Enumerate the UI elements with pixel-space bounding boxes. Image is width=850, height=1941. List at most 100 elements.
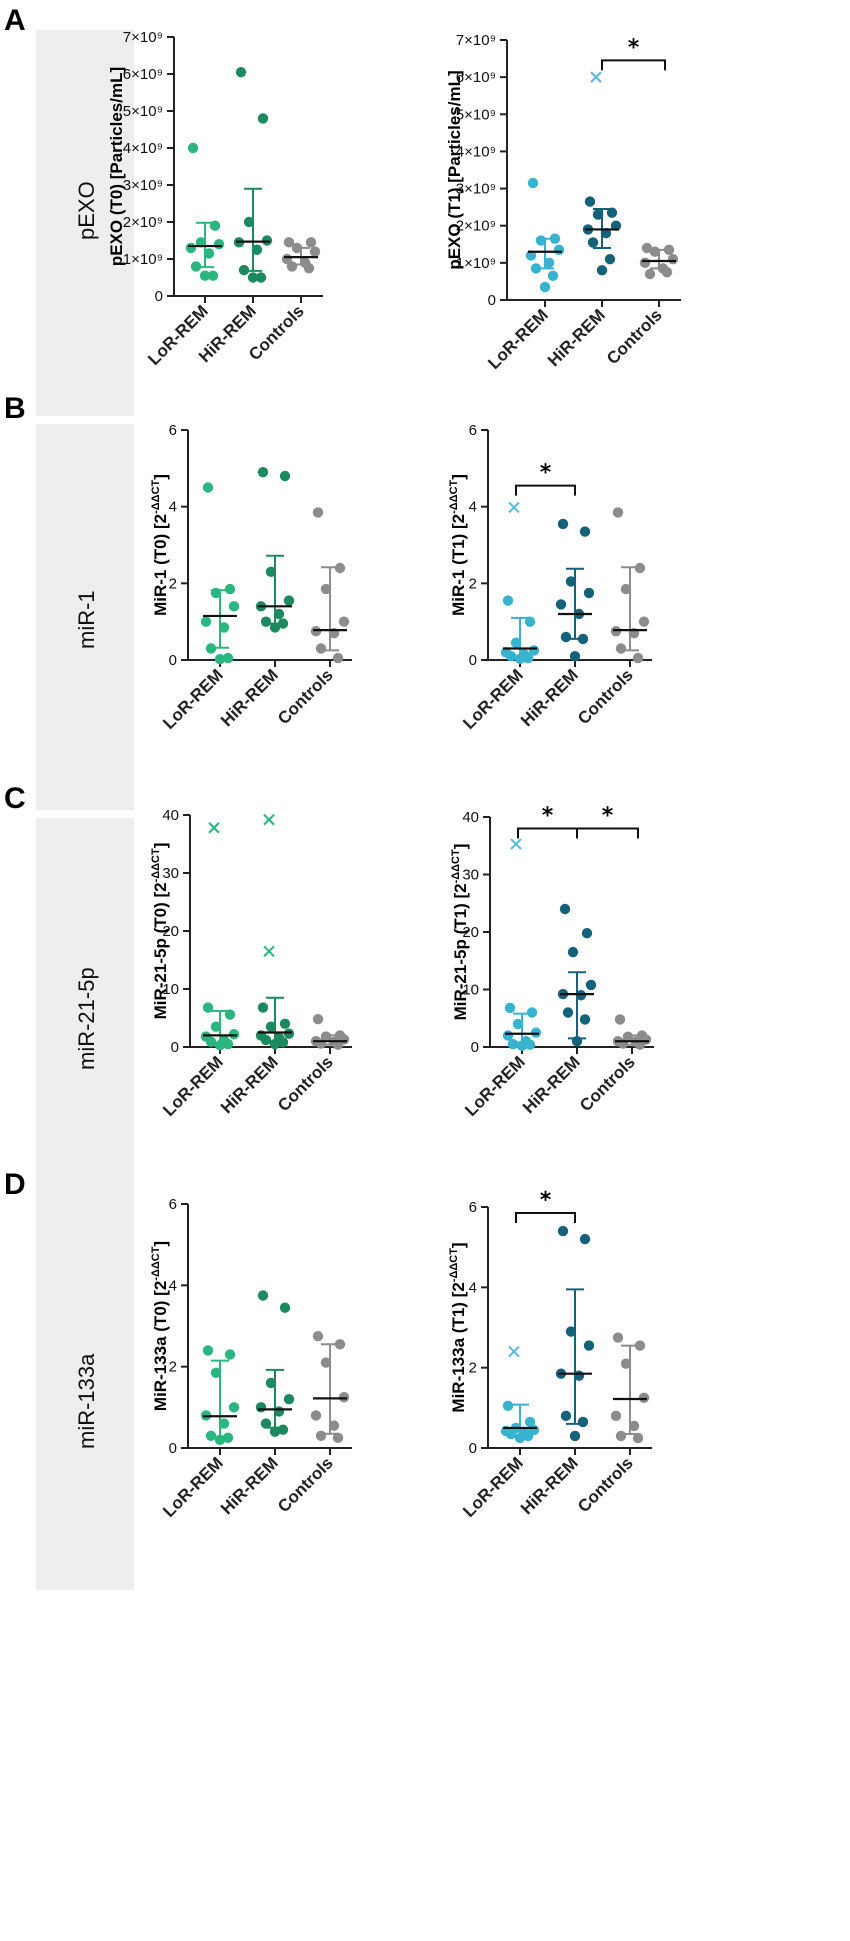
y-axis-label-end: ] bbox=[451, 844, 470, 850]
y-axis-label: MiR-21-5p (T0) [2-ΔΔCT] bbox=[150, 843, 170, 1020]
data-point bbox=[203, 248, 215, 259]
data-point bbox=[634, 1340, 646, 1351]
data-point bbox=[279, 470, 291, 482]
data-point bbox=[547, 270, 559, 282]
y-tick-label: 1×10⁹ bbox=[123, 251, 163, 268]
category-label: HiR-REM bbox=[217, 1453, 282, 1518]
significance-star: * bbox=[602, 804, 614, 829]
y-tick-label: 1×10⁹ bbox=[456, 255, 496, 272]
data-point bbox=[583, 1340, 595, 1351]
y-axis-label: pEXO (T1) [Particles/mL] bbox=[445, 70, 464, 269]
data-point bbox=[560, 631, 572, 643]
category-label: LoR-REM bbox=[461, 1052, 529, 1120]
data-point bbox=[612, 507, 624, 518]
group-controls bbox=[610, 1332, 650, 1444]
category-label: LoR-REM bbox=[159, 1453, 227, 1521]
data-point bbox=[559, 903, 571, 915]
category-label: HiR-REM bbox=[544, 305, 609, 370]
data-point bbox=[312, 1013, 324, 1025]
group-controls bbox=[610, 507, 650, 664]
data-point bbox=[505, 650, 517, 662]
category-label: HiR-REM bbox=[217, 665, 282, 730]
data-point bbox=[592, 209, 604, 220]
data-point bbox=[279, 1018, 291, 1029]
data-point bbox=[334, 562, 346, 574]
y-tick-label: 2 bbox=[469, 575, 477, 592]
y-axis-label: pEXO (T0) [Particles/mL] bbox=[107, 67, 126, 266]
data-point bbox=[338, 616, 350, 627]
outlier-marker bbox=[508, 501, 520, 514]
data-point bbox=[632, 1432, 644, 1444]
data-point bbox=[315, 1038, 327, 1049]
significance-bracket: * bbox=[517, 804, 578, 839]
outlier-stroke bbox=[263, 813, 275, 826]
data-point bbox=[199, 270, 211, 281]
data-point bbox=[610, 220, 622, 231]
group-lor-rem bbox=[500, 1345, 540, 1444]
y-tick-label: 0 bbox=[471, 1039, 479, 1056]
significance-bracket: * bbox=[515, 1188, 576, 1224]
data-point bbox=[309, 246, 321, 257]
y-tick-label: 0 bbox=[469, 1440, 477, 1457]
data-point bbox=[218, 1418, 230, 1429]
y-axis-label: MiR-1 (T1) [2-ΔΔCT] bbox=[448, 474, 468, 616]
row-label-box-mir1: miR-1 bbox=[36, 424, 134, 810]
category-label: Controls bbox=[274, 665, 337, 728]
group-controls bbox=[310, 1013, 350, 1050]
outlier-stroke bbox=[590, 71, 602, 83]
y-tick-label: 10 bbox=[462, 982, 479, 999]
data-point bbox=[332, 1432, 344, 1444]
group-hir-rem bbox=[582, 71, 622, 276]
y-axis-label-end: ] bbox=[151, 474, 170, 480]
significance-star: * bbox=[628, 35, 640, 60]
y-tick-label: 6 bbox=[169, 422, 177, 439]
data-point bbox=[510, 637, 522, 648]
y-tick-label: 4×10⁹ bbox=[123, 140, 163, 157]
group-hir-rem bbox=[255, 466, 295, 633]
data-point bbox=[579, 1014, 591, 1025]
category-label: Controls bbox=[574, 665, 637, 728]
data-point bbox=[213, 239, 225, 250]
data-point bbox=[214, 1040, 226, 1051]
data-point bbox=[539, 281, 551, 293]
group-lor-rem bbox=[500, 501, 540, 665]
data-point bbox=[283, 1394, 295, 1405]
category-label: Controls bbox=[274, 1052, 337, 1115]
data-point bbox=[560, 1410, 572, 1422]
data-point bbox=[612, 1332, 624, 1343]
outlier-marker bbox=[510, 838, 522, 850]
data-point bbox=[222, 652, 234, 664]
data-point bbox=[565, 1326, 577, 1337]
data-point bbox=[260, 616, 272, 627]
data-point bbox=[257, 1002, 269, 1013]
category-label: LoR-REM bbox=[459, 1453, 527, 1521]
y-axis-label-end: ] bbox=[449, 474, 468, 480]
y-axis-label-end: ] bbox=[449, 1242, 468, 1248]
data-point bbox=[628, 1420, 640, 1432]
data-point bbox=[200, 616, 212, 627]
data-point bbox=[634, 562, 646, 574]
outlier-stroke bbox=[508, 501, 520, 514]
y-tick-label: 4 bbox=[469, 499, 477, 516]
data-point bbox=[512, 1018, 524, 1030]
category-label: Controls bbox=[274, 1453, 337, 1516]
data-point bbox=[579, 526, 591, 537]
y-tick-label: 2×10⁹ bbox=[456, 218, 496, 235]
data-point bbox=[255, 1402, 267, 1413]
data-point bbox=[530, 1027, 542, 1038]
significance-star: * bbox=[540, 461, 552, 486]
y-tick-label: 3×10⁹ bbox=[123, 177, 163, 194]
data-point bbox=[527, 177, 539, 189]
chart-a-t0: 01×10⁹2×10⁹3×10⁹4×10⁹5×10⁹6×10⁹7×10⁹LoR-… bbox=[107, 29, 323, 369]
y-tick-label: 6 bbox=[169, 1196, 177, 1213]
significance-star: * bbox=[540, 1188, 552, 1213]
data-point bbox=[257, 466, 269, 478]
bracket-line bbox=[601, 59, 666, 71]
category-label: HiR-REM bbox=[217, 1052, 282, 1117]
significance-bracket: * bbox=[515, 461, 576, 496]
data-point bbox=[228, 1402, 240, 1413]
data-point bbox=[279, 1302, 291, 1313]
